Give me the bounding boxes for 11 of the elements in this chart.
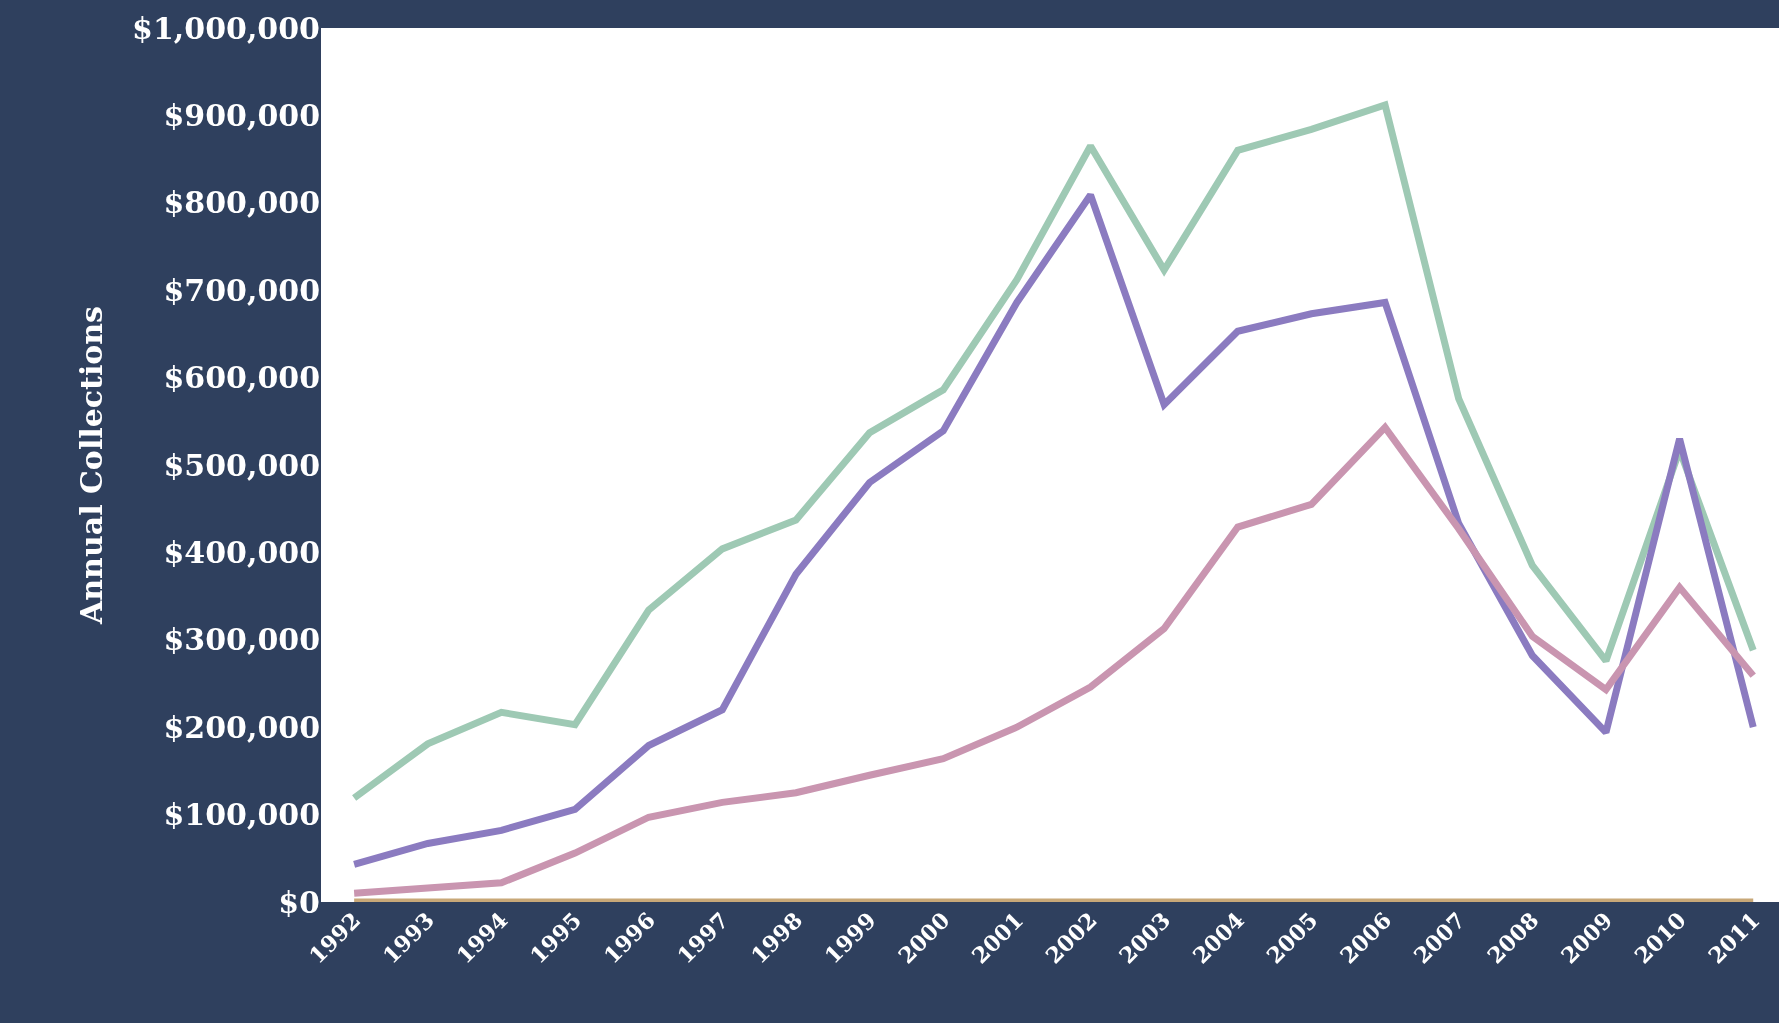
y-tick-label: $500,000 [163, 447, 320, 483]
y-tick-label: $700,000 [163, 272, 320, 308]
y-axis-title: Annual Collections [74, 306, 110, 625]
y-tick-label: $100,000 [163, 797, 320, 833]
y-tick-label: $900,000 [163, 97, 320, 133]
y-tick-label: $1,000,000 [132, 10, 320, 46]
y-tick-label: $600,000 [163, 360, 320, 396]
y-tick-label: $300,000 [163, 622, 320, 658]
y-tick-label: $400,000 [163, 534, 320, 570]
y-tick-label: $800,000 [163, 185, 320, 221]
y-tick-label: $200,000 [163, 709, 320, 745]
